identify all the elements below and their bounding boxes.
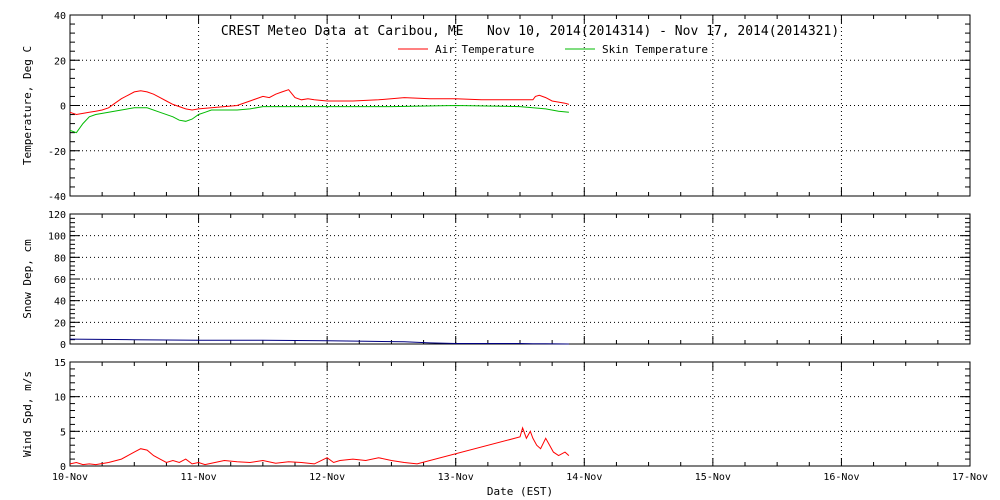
legend: Air Temperature Skin Temperature: [398, 43, 708, 56]
panel-2: 0 20 40 60 80 100 120 Snow Dep, cm: [21, 210, 971, 351]
x-tick-label: 13-Nov: [438, 472, 474, 483]
y-tick-label: 100: [48, 232, 66, 243]
y-axis-title: Snow Dep, cm: [21, 239, 34, 319]
y-tick-label: 10: [54, 393, 66, 404]
y-tick-label: 120: [48, 210, 66, 221]
series-line-1: [69, 426, 570, 466]
x-axis-title: Date (EST): [487, 485, 553, 498]
x-tick-label: 11-Nov: [181, 472, 217, 483]
x-tick-label: 12-Nov: [309, 472, 345, 483]
chart-title: CREST Meteo Data at Caribou, ME Nov 10, …: [221, 24, 839, 39]
y-tick-label: 80: [54, 253, 66, 264]
x-tick-label: 15-Nov: [695, 472, 731, 483]
y-tick-label: 40: [54, 11, 66, 22]
legend-item: Air Temperature: [398, 43, 534, 56]
y-tick-label: 0: [60, 462, 66, 473]
legend-label: Skin Temperature: [602, 43, 708, 56]
series-line-2: [69, 104, 569, 134]
legend-label: Air Temperature: [435, 43, 534, 56]
x-tick-label: 17-Nov: [952, 472, 988, 483]
y-axis-title: Wind Spd, m/s: [21, 371, 34, 457]
y-tick-label: 0: [60, 340, 66, 351]
panel-3: 0 5 10 15 Wind Spd, m/s: [21, 358, 971, 473]
y-tick-label: 0: [60, 102, 66, 113]
y-tick-label: 5: [60, 427, 66, 438]
y-tick-label: -20: [48, 147, 66, 158]
legend-item: Skin Temperature: [565, 43, 708, 56]
y-tick-label: 60: [54, 275, 66, 286]
y-tick-label: 15: [54, 358, 66, 369]
series-line-1: [69, 89, 570, 116]
x-axis-tick-labels: 10-Nov 11-Nov 12-Nov 13-Nov 14-Nov 15-Nov 16-N…: [52, 472, 988, 483]
y-tick-label: 40: [54, 297, 66, 308]
panels: -40 -20 0 20 40 Temperature, Deg C 0 20 40 60 80 10…: [21, 11, 971, 473]
panel-frame: [69, 361, 971, 467]
y-tick-label: 20: [54, 56, 66, 67]
x-tick-label: 10-Nov: [52, 472, 88, 483]
x-tick-label: 14-Nov: [566, 472, 602, 483]
y-tick-label: 20: [54, 318, 66, 329]
series-line-1: [69, 338, 569, 345]
y-tick-label: -40: [48, 192, 66, 203]
y-axis-title: Temperature, Deg C: [21, 46, 34, 165]
panel-1: -40 -20 0 20 40 Temperature, Deg C: [21, 11, 971, 203]
x-tick-label: 16-Nov: [823, 472, 859, 483]
